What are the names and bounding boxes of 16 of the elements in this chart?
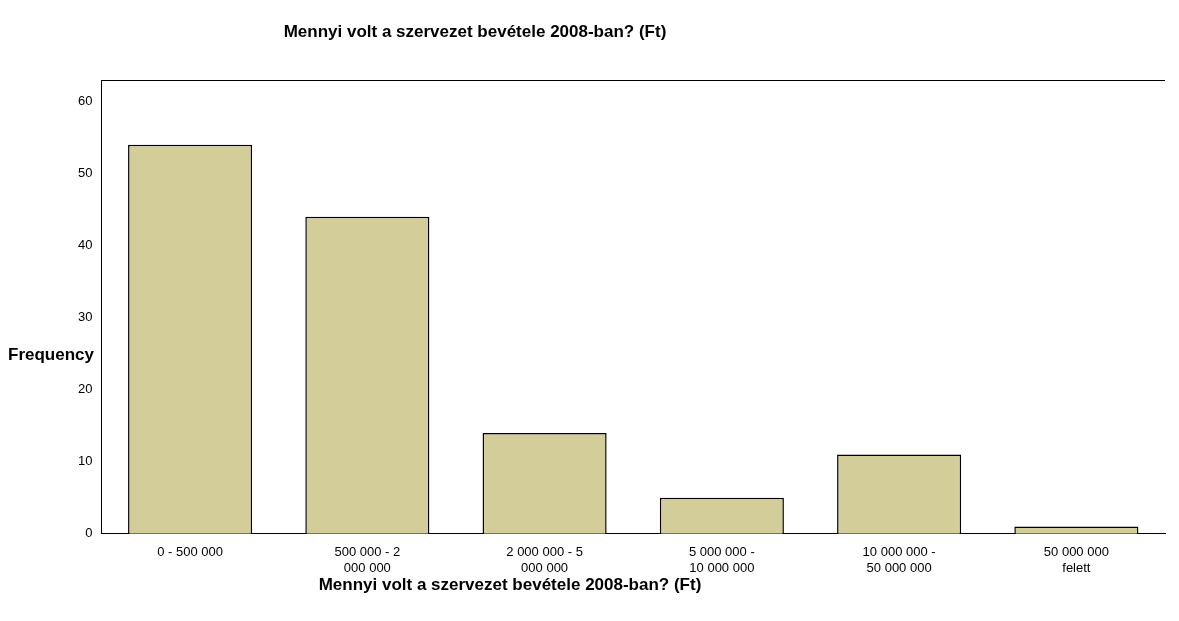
x-tick-label: 10 000 000 - 50 000 000 bbox=[862, 544, 936, 575]
x-tick-label: 500 000 - 2 000 000 bbox=[334, 544, 401, 575]
x-tick-label: 50 000 000 felett bbox=[1043, 544, 1109, 575]
y-tick-label: 0 bbox=[85, 525, 93, 541]
y-tick-label: 20 bbox=[77, 381, 93, 397]
y-tick-label: 40 bbox=[77, 237, 93, 253]
y-tick-label: 50 bbox=[77, 165, 93, 181]
x-tick-label: 5 000 000 - 10 000 000 bbox=[688, 544, 755, 575]
x-tick-label: 0 - 500 000 bbox=[157, 544, 223, 560]
chart-title: Mennyi volt a szervezet bevétele 2008-ban? (Ft) bbox=[282, 22, 668, 42]
y-tick-label: 10 bbox=[77, 453, 93, 469]
x-axis-title: Mennyi volt a szervezet bevétele 2008-ban? (Ft) bbox=[317, 575, 703, 595]
y-tick-label: 60 bbox=[77, 93, 93, 109]
y-tick-label: 30 bbox=[77, 309, 93, 325]
x-tick-label: 2 000 000 - 5 000 000 bbox=[506, 544, 583, 575]
y-axis-title: Frequency bbox=[8, 345, 94, 365]
